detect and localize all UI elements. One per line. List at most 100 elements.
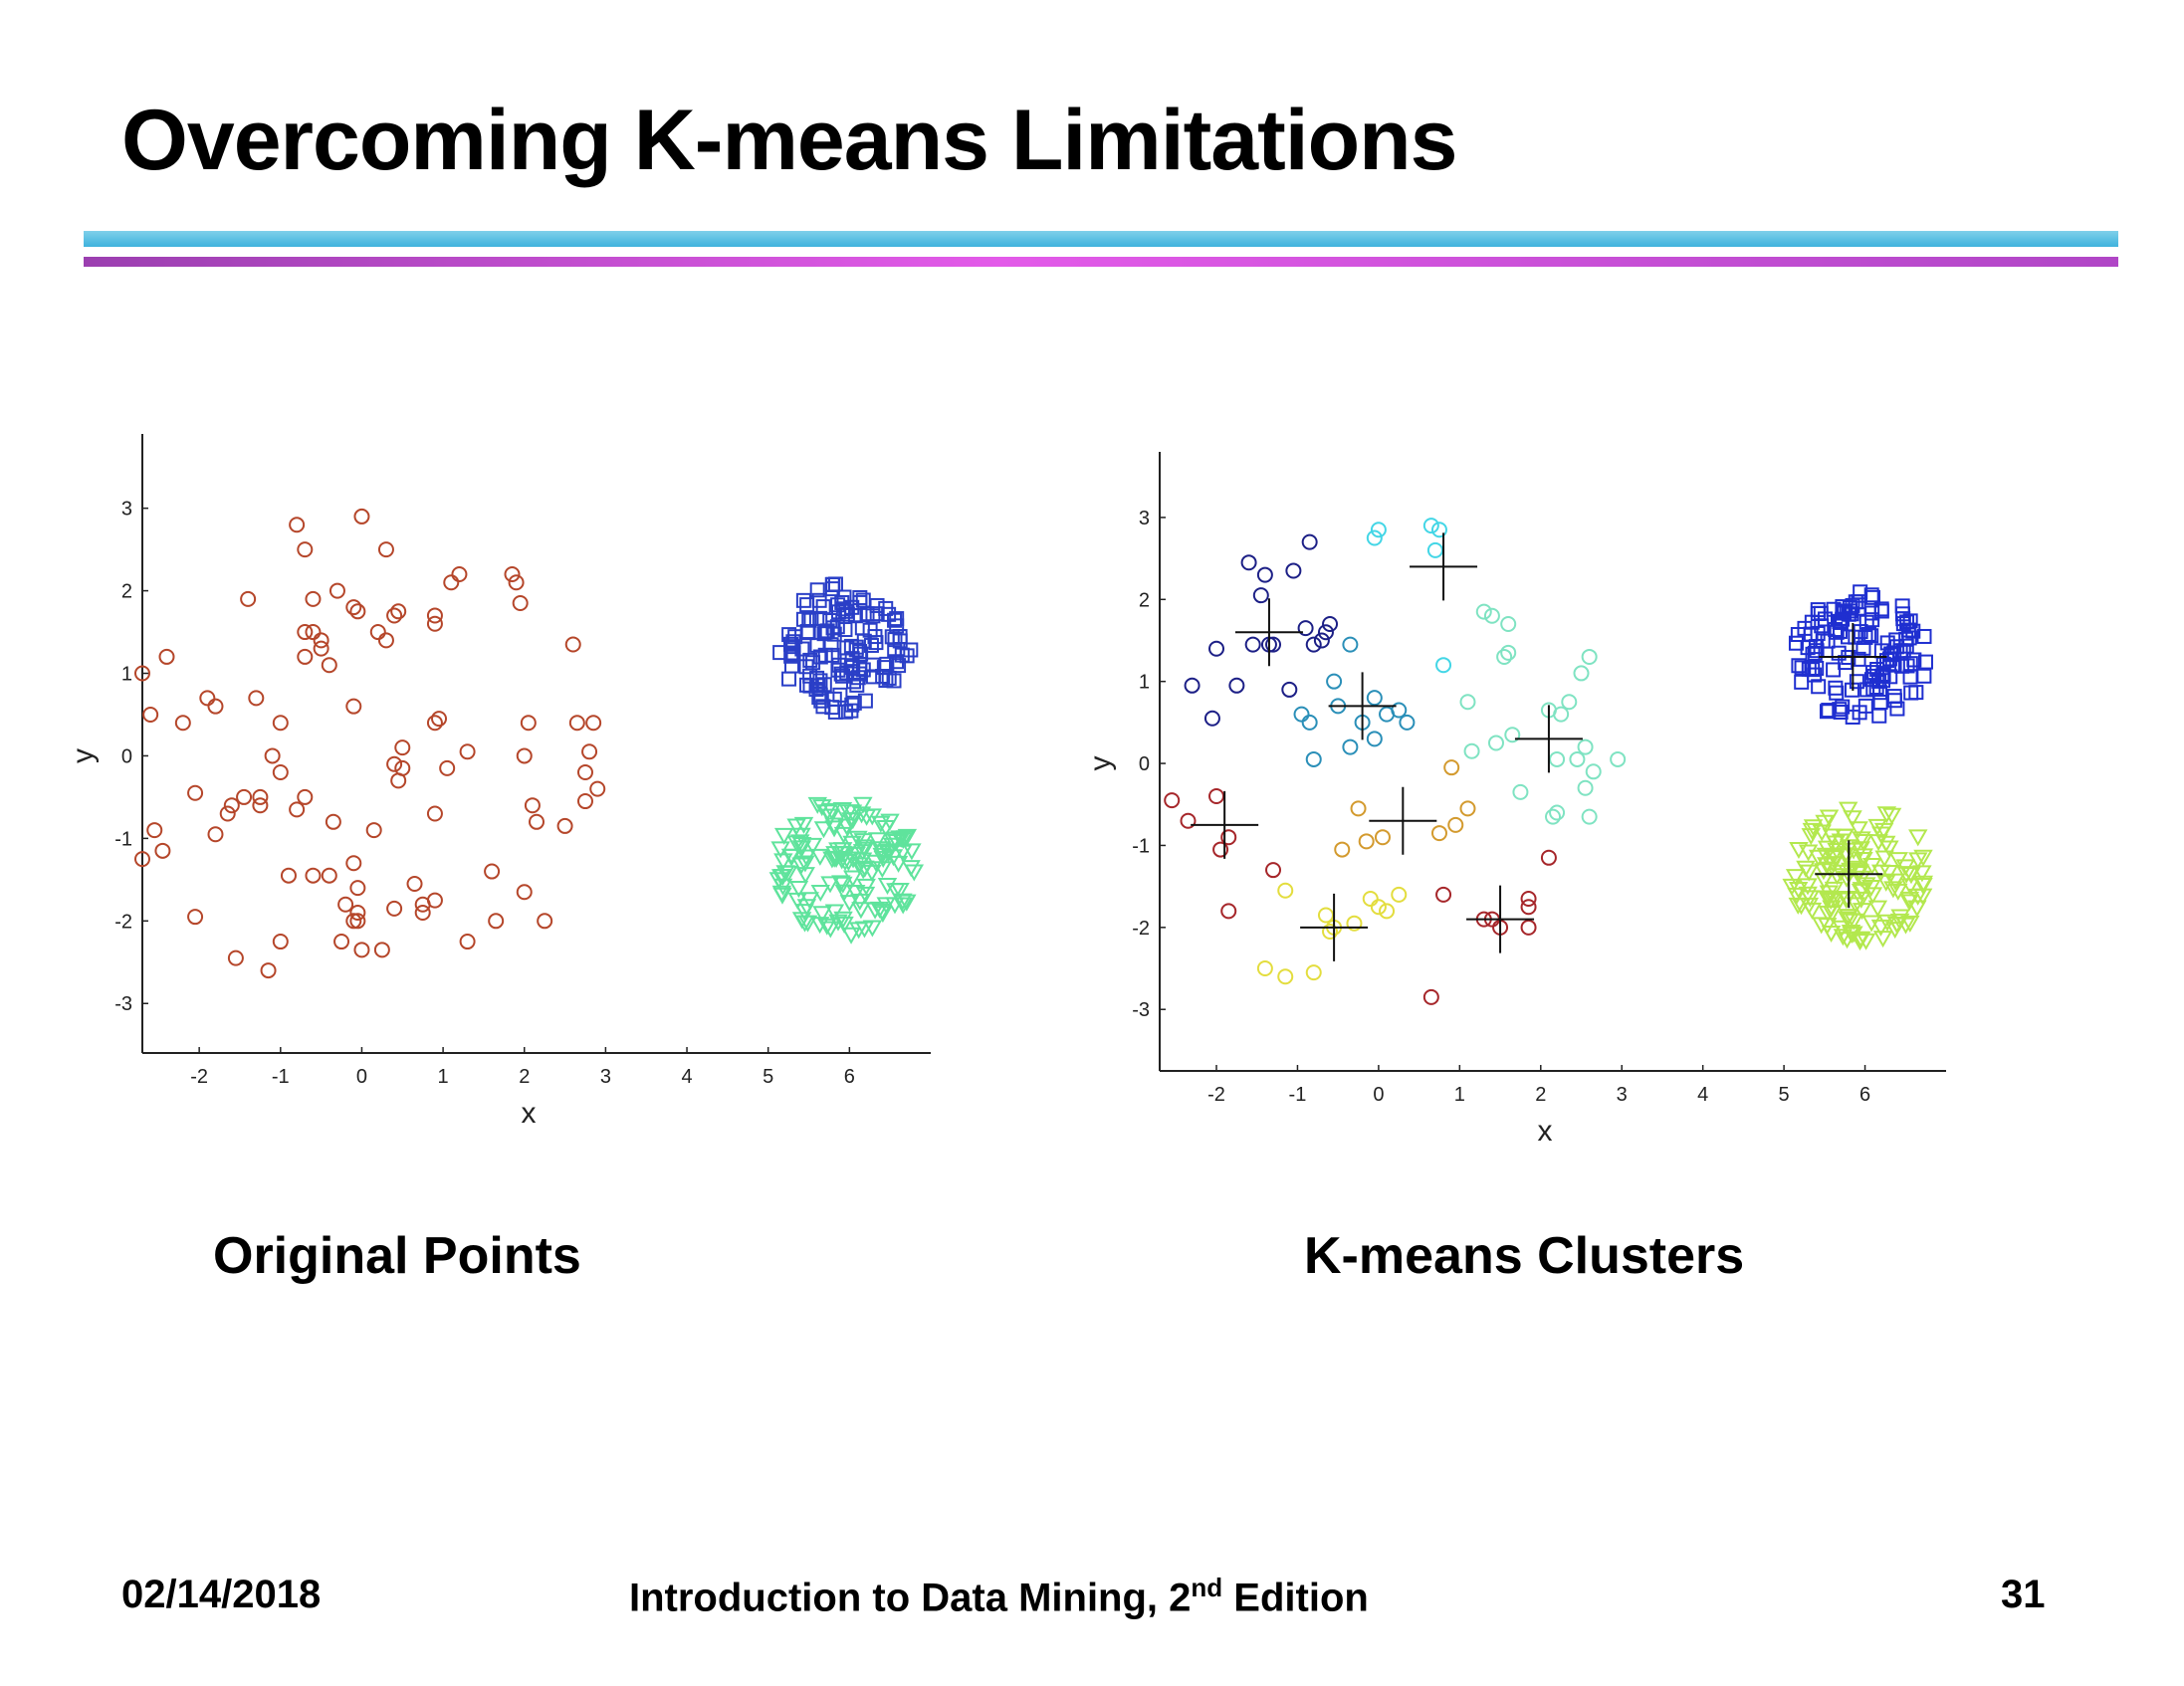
data-point-square	[879, 656, 895, 672]
data-point-triangle	[1816, 847, 1837, 865]
x-tick-label: 0	[356, 1066, 367, 1088]
data-point-circle	[134, 851, 150, 868]
data-point-circle	[353, 942, 370, 958]
data-point-triangle	[841, 927, 861, 945]
data-point-triangle	[832, 842, 853, 860]
data-point-square	[811, 592, 827, 608]
data-point-circle	[1435, 886, 1452, 903]
x-tick-label: 2	[519, 1066, 530, 1088]
data-point-circle	[1334, 841, 1351, 858]
data-point-triangle	[1819, 809, 1840, 827]
data-point-circle	[313, 632, 329, 649]
data-point-circle	[1581, 808, 1598, 825]
data-point-square	[867, 629, 883, 645]
data-point-square	[1845, 597, 1860, 613]
y-axis-label: y	[67, 748, 100, 763]
data-point-circle	[369, 624, 386, 641]
data-point-circle	[426, 615, 443, 632]
data-point-circle	[321, 657, 337, 674]
x-tick-label: 6	[844, 1066, 855, 1088]
data-point-circle	[1208, 788, 1225, 805]
data-point-triangle	[824, 817, 844, 835]
data-point-circle	[426, 805, 443, 822]
data-point-square	[1882, 669, 1898, 685]
data-point-circle	[386, 607, 403, 624]
y-tick-label: -3	[1132, 999, 1150, 1021]
data-point-circle	[1256, 960, 1273, 977]
data-point-triangle	[1833, 929, 1854, 947]
data-point-triangle	[904, 864, 925, 882]
data-point-circle	[377, 632, 394, 649]
data-point-square	[887, 632, 903, 648]
data-point-circle	[394, 759, 411, 776]
data-point-circle	[1313, 632, 1330, 649]
data-point-triangle	[810, 848, 830, 866]
data-point-triangle	[852, 852, 873, 870]
data-point-square	[1832, 613, 1848, 629]
data-point-circle	[321, 867, 337, 884]
data-point-triangle	[1850, 864, 1870, 882]
data-point-triangle	[813, 821, 834, 839]
data-point-square	[1902, 613, 1918, 629]
data-point-circle	[345, 855, 362, 872]
data-point-square	[1828, 680, 1844, 696]
data-point-square	[815, 699, 831, 715]
data-point-square	[1794, 674, 1810, 690]
data-point-square	[808, 682, 824, 698]
data-point-circle	[1203, 710, 1220, 727]
data-point-square	[1829, 624, 1845, 640]
data-point-triangle	[1843, 810, 1862, 828]
x-tick-label: 0	[1373, 1084, 1384, 1106]
data-point-circle	[1370, 522, 1387, 538]
data-point-triangle	[1890, 909, 1910, 927]
data-point-circle	[1220, 903, 1237, 920]
data-point-circle	[1180, 812, 1197, 829]
data-point-triangle	[833, 826, 854, 844]
data-point-circle	[1301, 533, 1318, 550]
data-point-triangle	[1818, 905, 1838, 923]
data-point-triangle	[1852, 882, 1872, 900]
data-point-triangle	[775, 865, 795, 883]
data-point-circle	[248, 690, 265, 707]
data-point-triangle	[1876, 806, 1897, 824]
data-point-circle	[207, 826, 224, 843]
data-point-circle	[1520, 890, 1537, 907]
data-point-circle	[289, 517, 306, 533]
data-point-circle	[386, 755, 403, 772]
data-point-circle	[1430, 825, 1447, 842]
data-point-triangle	[876, 820, 896, 838]
data-point-triangle	[866, 854, 886, 872]
data-point-circle	[568, 715, 585, 732]
data-point-circle	[1240, 554, 1257, 571]
data-point-circle	[1362, 890, 1379, 907]
data-point-triangle	[820, 876, 840, 894]
data-point-circle	[1212, 841, 1229, 858]
data-point-circle	[516, 884, 533, 901]
data-point-circle	[1459, 800, 1476, 817]
data-point-square	[795, 592, 811, 608]
data-point-circle	[520, 715, 537, 732]
data-point-square	[800, 625, 816, 641]
data-point-square	[772, 645, 788, 661]
data-point-circle	[1540, 849, 1557, 866]
data-point-circle	[1293, 706, 1310, 723]
data-point-triangle	[1839, 839, 1859, 857]
data-point-circle	[1549, 804, 1566, 821]
data-point-triangle	[848, 830, 868, 848]
data-point-triangle	[793, 816, 814, 834]
data-point-square	[802, 652, 818, 668]
x-tick-label: 4	[1697, 1084, 1708, 1106]
x-tick-label: -2	[1207, 1084, 1225, 1106]
data-point-triangle	[781, 848, 802, 866]
data-point-circle	[297, 788, 314, 805]
x-tick-label: 6	[1859, 1084, 1870, 1106]
data-point-square	[1902, 656, 1918, 672]
data-point-triangle	[1837, 870, 1856, 888]
data-point-circle	[1370, 899, 1387, 916]
footer-book-title: Introduction to Data Mining, 2nd Edition	[629, 1573, 1369, 1620]
y-tick-label: -1	[1132, 835, 1150, 857]
data-point-triangle	[1852, 891, 1871, 909]
data-point-circle	[272, 934, 289, 950]
data-point-triangle	[853, 862, 873, 880]
data-point-square	[853, 646, 869, 662]
